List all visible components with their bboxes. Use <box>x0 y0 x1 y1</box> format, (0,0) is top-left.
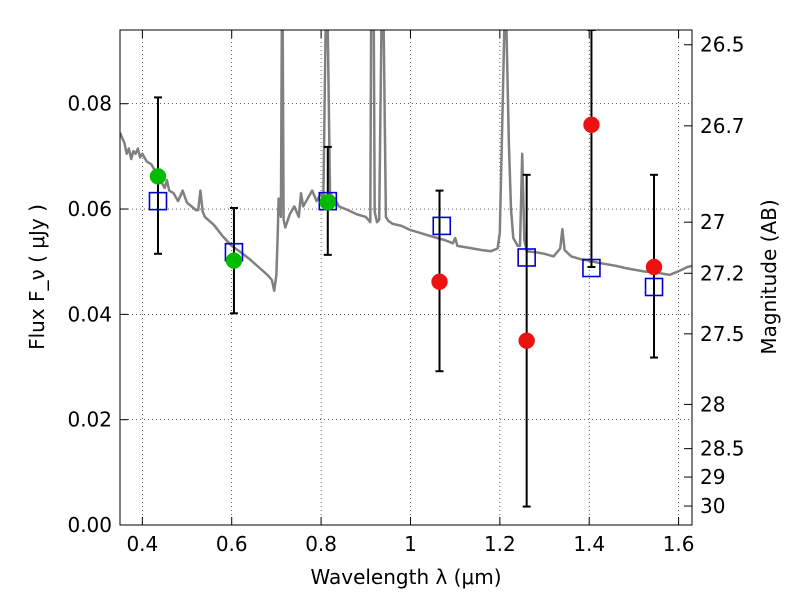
right-tick-label: 28.5 <box>700 437 745 461</box>
right-tick-label: 27.2 <box>700 261 745 285</box>
plot-frame <box>119 29 693 526</box>
non-detection-marker <box>431 273 448 290</box>
y-tick-label: 0.08 <box>67 92 112 116</box>
detection-marker <box>319 193 337 211</box>
y-tick-label: 0.02 <box>67 408 112 432</box>
x-tick-label: 1.4 <box>573 532 605 556</box>
right-tick-label: 27 <box>700 210 725 234</box>
detection-marker <box>149 168 167 185</box>
axis-ticks: 0.4 0.6 0.8 1 1.2 1.4 1.6 0.00 0.02 0.04 0.06 0.08 2… <box>67 30 745 556</box>
x-tick-label: 1.6 <box>663 532 695 556</box>
y-tick-label: 0.00 <box>67 513 112 537</box>
right-tick-label: 30 <box>700 494 725 518</box>
x-tick-label: 0.8 <box>305 532 337 556</box>
right-tick-label: 28 <box>700 392 725 416</box>
y-tick-label: 0.04 <box>67 302 112 326</box>
x-tick-label: 0.6 <box>216 532 248 556</box>
x-axis-label: Wavelength λ (μm) <box>310 565 501 589</box>
right-tick-label: 27.5 <box>700 322 745 346</box>
plot-area <box>120 30 692 508</box>
x-tick-label: 0.4 <box>126 532 158 556</box>
model-square-marker <box>644 277 664 297</box>
model-square-marker <box>432 216 452 236</box>
model-square-marker <box>582 258 601 278</box>
x-tick-label: 1 <box>404 532 417 556</box>
right-tick-label: 26.5 <box>700 33 745 57</box>
non-detection-marker <box>518 332 535 349</box>
model-square-marker <box>148 191 168 211</box>
detection-marker <box>225 252 243 269</box>
x-tick-label: 1.2 <box>484 532 516 556</box>
right-axis-label: Magnitude (AB) <box>757 199 781 354</box>
non-detection-marker <box>645 258 663 276</box>
model-square-marker <box>517 248 536 267</box>
right-tick-label: 29 <box>700 465 725 489</box>
right-tick-label: 26.7 <box>700 114 745 138</box>
y-tick-label: 0.06 <box>67 197 112 221</box>
non-detection-marker <box>583 116 600 134</box>
y-axis-label: Flux F_ν ( μJy ) <box>25 204 49 350</box>
